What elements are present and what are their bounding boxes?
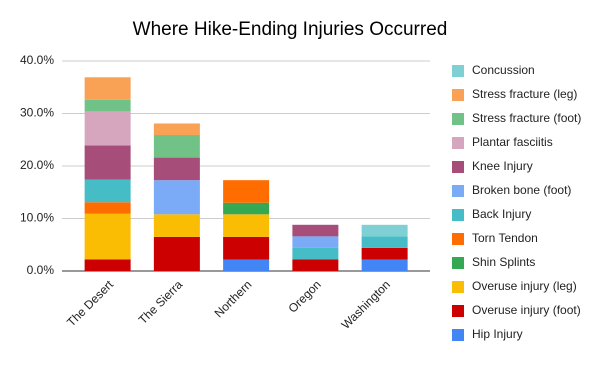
legend-swatch (452, 161, 464, 173)
y-tick-label: 40.0% (20, 53, 54, 67)
x-tick-label: Oregon (286, 277, 324, 315)
legend-label: Shin Splints (472, 255, 535, 269)
y-tick-label: 10.0% (20, 211, 54, 225)
bar-segment (84, 179, 131, 203)
bar-segment (361, 224, 408, 237)
bar-segment (153, 123, 200, 136)
bar-segment (84, 145, 131, 180)
x-tick-label: Washington (339, 277, 393, 331)
bar-segment (84, 77, 131, 100)
legend-label: Knee Injury (472, 159, 533, 173)
bar-segment (361, 236, 408, 248)
legend-label: Torn Tendon (472, 231, 538, 245)
legend-label: Hip Injury (472, 327, 523, 341)
legend-swatch (452, 137, 464, 149)
bar-segment (84, 202, 131, 214)
legend-swatch (452, 281, 464, 293)
legend-swatch (452, 209, 464, 221)
bar-segment (84, 111, 131, 146)
legend-swatch (452, 329, 464, 341)
bar-segment (153, 135, 200, 158)
bar-segment (292, 247, 339, 260)
legend-swatch (452, 305, 464, 317)
legend-swatch (452, 233, 464, 245)
bar-segment (292, 224, 339, 237)
legend-label: Plantar fasciitis (472, 135, 553, 149)
bar-segment (153, 236, 200, 271)
bar-segment (153, 180, 200, 215)
bar-segment (84, 213, 131, 260)
bar-segment (84, 99, 131, 112)
bar-segment (223, 214, 270, 237)
bar-segment (223, 180, 270, 203)
legend-swatch (452, 257, 464, 269)
legend-swatch (452, 89, 464, 101)
legend-label: Concussion (472, 63, 535, 77)
x-tick-label: The Desert (64, 277, 116, 329)
chart-title: Where Hike-Ending Injuries Occurred (133, 19, 448, 40)
bar-segment (361, 247, 408, 260)
legend-label: Stress fracture (leg) (472, 87, 577, 101)
bar-segment (223, 202, 270, 215)
legend-swatch (452, 65, 464, 77)
y-tick-label: 0.0% (27, 263, 55, 277)
legend-label: Broken bone (foot) (472, 183, 571, 197)
y-tick-label: 20.0% (20, 158, 54, 172)
legend-label: Overuse injury (foot) (472, 303, 581, 317)
legend-label: Stress fracture (foot) (472, 111, 581, 125)
legend-swatch (452, 185, 464, 197)
bar-segment (153, 214, 200, 237)
y-tick-label: 30.0% (20, 106, 54, 120)
bar-segment (361, 259, 408, 271)
bar-segment (292, 236, 339, 248)
legend-label: Overuse injury (leg) (472, 279, 577, 293)
bar-segment (223, 236, 270, 260)
legend-swatch (452, 113, 464, 125)
bar-segment (223, 259, 270, 271)
bar-segment (84, 259, 131, 271)
x-tick-label: Northern (212, 277, 255, 320)
legend-label: Back Injury (472, 207, 531, 221)
x-tick-label: The Sierra (136, 277, 186, 327)
bar-segment (153, 157, 200, 181)
bar-segment (292, 259, 339, 271)
